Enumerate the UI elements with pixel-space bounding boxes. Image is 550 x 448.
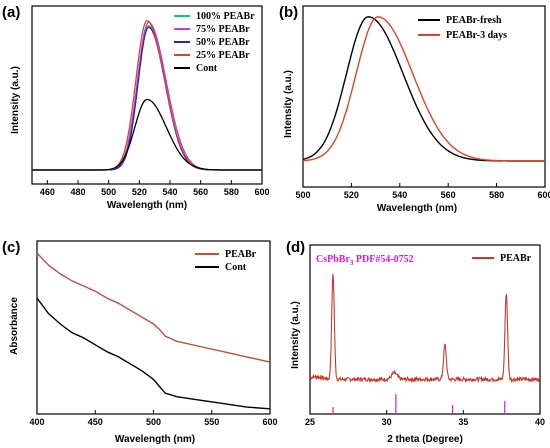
x-tick-label: 550 [204,417,219,427]
series-line [36,297,271,410]
series-line [32,98,262,171]
reference-code: PDF#54-0752 [353,254,413,265]
panel-b-frame [302,5,546,188]
x-tick-label: 500 [146,417,161,427]
legend-label: 25% PEABr [196,50,250,61]
panel-a: (a) Intensity (a.u.) Wavelength (nm) 460… [2,4,270,211]
x-tick-label: 600 [262,417,277,427]
legend-label: PEABr-3 days [446,30,507,41]
panel-a-label: (a) [2,4,20,21]
x-tick-label: 540 [392,190,407,200]
panel-c-xticks: 400 450 500 550 600 [29,410,278,427]
x-tick-label: 450 [88,417,103,427]
panel-c-series [36,252,271,410]
x-tick-label: 460 [40,187,55,197]
x-tick-label: 580 [489,190,504,200]
panel-c: (c) Absorbance Wavelength (nm) 400 450 500… [2,239,278,445]
legend-label: Cont [196,63,218,74]
series-line [36,252,271,363]
panel-c-legend: PEABr Cont [195,249,257,273]
panel-b-xlabel: Wavelength (nm) [377,203,457,214]
series-line [32,26,262,171]
panel-d-xlabel: 2 theta (Degree) [387,434,463,445]
x-tick-label: 25 [305,417,315,427]
legend-label: PEABr-fresh [446,15,502,26]
panel-a-legend: 100% PEABr 75% PEABr 50% PEABr 25% PEABr Con… [174,11,255,74]
x-tick-label: 30 [382,417,392,427]
series-line [302,16,545,162]
legend-label: Cont [225,262,247,273]
legend-label: PEABr [225,249,257,260]
panel-b: (b) Intensity (a.u.) Wavelength (nm) 500… [279,4,550,214]
panel-d-ylabel: Intensity (a.u.) [290,301,301,369]
panel-d-reference-label: CsPbBr3 PDF#54-0752 [316,254,414,267]
panel-b-ylabel: Intensity (a.u.) [283,70,294,138]
panel-d: (d) Intensity (a.u.) 2 theta (Degree) Cs… [286,239,545,445]
legend-label: 75% PEABr [196,24,250,35]
panel-d-series [309,273,541,384]
panel-b-series [302,16,545,162]
x-tick-label: 400 [29,417,44,427]
series-line [303,16,545,162]
panel-a-xticks: 460 480 500 520 540 560 580 600 [40,180,270,197]
legend-label: 50% PEABr [196,37,250,48]
panel-a-xlabel: Wavelength (nm) [107,200,187,211]
panel-d-legend: PEABr [472,253,532,264]
reference-compound: CsPbBr [316,254,350,265]
legend-label: 100% PEABr [196,11,255,22]
panel-d-frame [309,244,541,415]
reference-subscript: 3 [350,259,354,267]
series-line [309,273,541,384]
x-tick-label: 35 [458,417,468,427]
x-tick-label: 520 [132,187,147,197]
panel-c-label: (c) [2,239,20,256]
panel-b-xticks: 500 520 540 560 580 600 [295,183,550,200]
x-tick-label: 580 [224,187,239,197]
x-tick-label: 520 [344,190,359,200]
panel-a-frame [31,5,263,185]
panel-c-xlabel: Wavelength (nm) [115,434,195,445]
panel-d-label: (d) [286,239,305,256]
panel-a-ylabel: Intensity (a.u.) [10,66,21,134]
x-tick-label: 600 [254,187,269,197]
x-tick-label: 500 [101,187,116,197]
x-tick-label: 540 [162,187,177,197]
x-tick-label: 40 [535,417,545,427]
panel-c-ylabel: Absorbance [9,297,20,355]
x-tick-label: 500 [295,190,310,200]
x-tick-label: 560 [193,187,208,197]
x-tick-label: 560 [441,190,456,200]
panel-a-series [32,20,262,171]
panel-b-legend: PEABr-fresh PEABr-3 days [418,15,507,41]
panel-d-reference-lines [332,394,506,414]
legend-label: PEABr [500,253,532,264]
panel-d-xticks: 25 30 35 40 [305,410,545,427]
panel-b-label: (b) [279,4,298,21]
x-tick-label: 600 [537,190,550,200]
x-tick-label: 480 [70,187,85,197]
